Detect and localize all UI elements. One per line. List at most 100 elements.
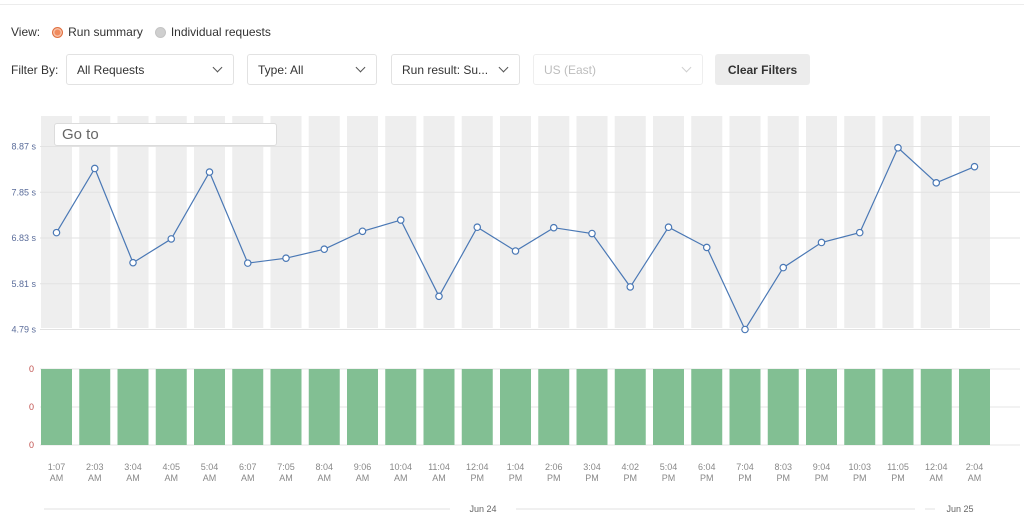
result-bar <box>385 369 417 445</box>
run-result-dropdown-value: Run result: Su... <box>402 63 489 77</box>
data-point <box>243 259 252 267</box>
x-tick-time: 3:04 <box>124 462 142 472</box>
chart-band <box>653 116 684 328</box>
x-tick-ampm: PM <box>777 473 791 483</box>
chart-band <box>576 116 608 328</box>
result-bar <box>270 369 302 445</box>
x-tick-ampm: PM <box>585 473 599 483</box>
radio-run-summary[interactable]: Run summary <box>52 25 143 39</box>
data-point <box>970 162 979 171</box>
chart-band <box>155 116 187 328</box>
clear-filters-button[interactable]: Clear Filters <box>715 54 810 85</box>
x-tick-ampm: AM <box>203 473 217 483</box>
y-tick-label: 4.79 s <box>11 325 36 335</box>
x-tick-ampm: AM <box>394 473 408 483</box>
type-dropdown[interactable]: Type: All <box>247 54 377 85</box>
data-point <box>167 235 176 243</box>
y-tick-label: 5.81 s <box>11 279 36 289</box>
radio-unselected-icon <box>154 26 166 38</box>
data-point <box>817 238 826 247</box>
chart-band <box>920 116 952 328</box>
data-point <box>549 223 558 232</box>
type-dropdown-value: Type: All <box>258 63 304 77</box>
result-bar <box>729 369 761 445</box>
data-point <box>282 254 290 262</box>
region-dropdown: US (East) <box>533 54 703 85</box>
data-point <box>205 168 214 176</box>
x-tick-ampm: PM <box>547 473 561 483</box>
date-label: Jun 25 <box>946 504 973 514</box>
x-tick-time: 4:02 <box>621 462 639 472</box>
data-point <box>932 179 941 187</box>
x-tick-time: 2:03 <box>86 462 104 472</box>
chart-band <box>691 116 723 328</box>
x-tick-ampm: AM <box>432 473 446 483</box>
data-point <box>358 227 367 236</box>
data-point <box>90 164 99 173</box>
x-tick-ampm: PM <box>853 473 867 483</box>
chart-band <box>41 116 72 328</box>
bar-y-tick-label: 0 <box>29 402 34 412</box>
chart-band <box>959 116 990 328</box>
result-bar <box>194 369 225 445</box>
chart-band <box>767 116 799 328</box>
x-tick-time: 5:04 <box>201 462 219 472</box>
y-tick-label: 8.87 s <box>11 142 36 152</box>
x-tick-ampm: PM <box>738 473 752 483</box>
x-tick-time: 9:04 <box>813 462 831 472</box>
run-result-dropdown[interactable]: Run result: Su... <box>391 54 520 85</box>
chart-band <box>538 116 570 328</box>
x-tick-ampm: AM <box>318 473 332 483</box>
chart-band <box>614 116 646 328</box>
result-bar <box>844 369 876 445</box>
x-tick-time: 12:04 <box>466 462 489 472</box>
x-tick-ampm: PM <box>700 473 714 483</box>
chart-band <box>79 116 111 328</box>
x-tick-time: 7:05 <box>277 462 295 472</box>
x-tick-time: 6:07 <box>239 462 257 472</box>
data-point <box>320 245 329 254</box>
goto-input[interactable] <box>54 123 277 146</box>
result-bar <box>614 369 646 445</box>
radio-individual-requests[interactable]: Individual requests <box>154 25 271 39</box>
requests-dropdown[interactable]: All Requests <box>66 54 234 85</box>
top-divider <box>0 4 1024 5</box>
filter-bar: Filter By: All Requests Type: All Run re… <box>11 54 1021 86</box>
x-tick-ampm: AM <box>279 473 293 483</box>
x-tick-time: 12:04 <box>925 462 948 472</box>
x-tick-ampm: AM <box>165 473 179 483</box>
result-bar <box>882 369 914 445</box>
result-bar <box>347 369 378 445</box>
x-tick-ampm: AM <box>126 473 140 483</box>
result-bar <box>576 369 608 445</box>
result-bar <box>691 369 723 445</box>
x-tick-time: 11:05 <box>887 462 909 472</box>
x-tick-time: 9:06 <box>354 462 372 472</box>
data-point <box>894 144 902 152</box>
result-bar <box>767 369 799 445</box>
x-tick-time: 10:03 <box>848 462 871 472</box>
chart-band <box>500 116 531 328</box>
result-bar <box>79 369 111 445</box>
bar-y-tick-label: 0 <box>29 440 34 450</box>
result-bar <box>500 369 531 445</box>
data-point <box>473 223 482 232</box>
data-point <box>741 325 749 334</box>
x-tick-ampm: AM <box>241 473 255 483</box>
data-point <box>664 223 673 232</box>
chart-band <box>232 116 264 328</box>
data-point <box>129 258 137 267</box>
chart-band <box>308 116 340 328</box>
data-point <box>702 243 711 252</box>
result-bar <box>232 369 264 445</box>
data-point <box>52 228 61 237</box>
x-tick-ampm: PM <box>471 473 485 483</box>
x-tick-ampm: PM <box>624 473 638 483</box>
x-tick-ampm: AM <box>50 473 64 483</box>
x-tick-time: 2:04 <box>966 462 984 472</box>
chart-band <box>270 116 302 328</box>
chart-band <box>844 116 876 328</box>
x-tick-time: 5:04 <box>660 462 678 472</box>
chart-band <box>194 116 225 328</box>
